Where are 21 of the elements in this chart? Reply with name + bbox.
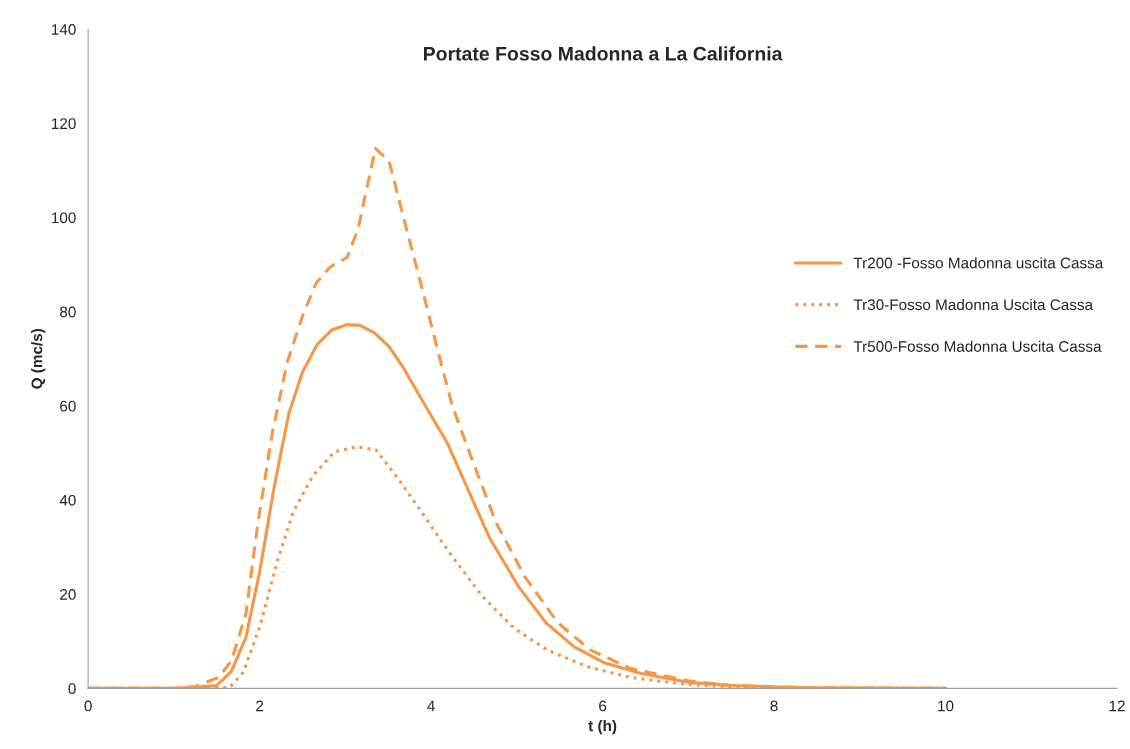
text: Portate Fosso Madonna a La California [424, 46, 783, 61]
y-tick-label: 80 [60, 306, 76, 318]
x-tick-label: 2 [256, 700, 264, 712]
y-tick-label: 20 [60, 589, 76, 600]
x-tick-label: 0 [84, 700, 92, 712]
x-tick-label: 10 [938, 700, 954, 712]
legend-label: Tr500-Fosso Madonna Uscita Cassa [853, 340, 1102, 352]
y-tick-label: 40 [59, 494, 76, 506]
x-axis-title: t (h) [588, 719, 617, 735]
legend-label: Tr200 -Fosso Madonna uscita Cassa [853, 257, 1104, 269]
y-tick-label: 60 [60, 400, 76, 412]
x-tick-label: 4 [427, 700, 435, 712]
y-tick-label: 100 [52, 212, 76, 224]
x-tick-label: 6 [599, 700, 607, 712]
x-tick-label: 12 [1109, 700, 1125, 712]
y-axis-title: Q (mc/s) [31, 328, 46, 389]
y-tick-label: 140 [52, 24, 76, 35]
y-tick-label: 0 [68, 683, 76, 695]
x-tick-label: 8 [770, 700, 778, 712]
legend-label: Tr30-Fosso Madonna Uscita Cassa [853, 298, 1094, 311]
y-tick-label: 120 [52, 118, 76, 130]
